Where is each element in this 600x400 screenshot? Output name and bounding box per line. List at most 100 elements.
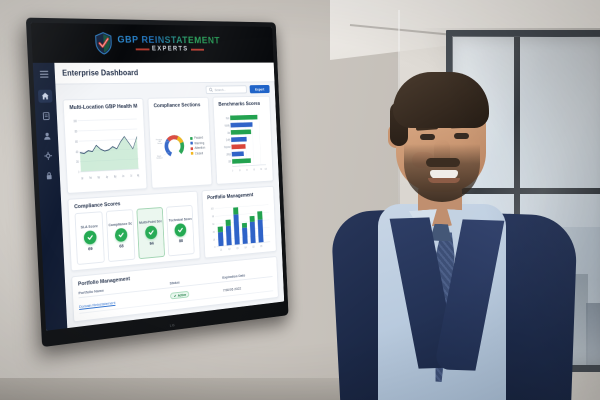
portfolio-name-link[interactable]: Domain Reinstatement xyxy=(78,300,116,309)
window-mullion-vertical xyxy=(514,36,520,366)
check-circle-icon xyxy=(144,225,158,240)
card-portfolio-chart: Portfolio Management xyxy=(201,185,277,259)
legend-swatch xyxy=(190,147,194,150)
legend-label: Warning xyxy=(194,140,205,146)
svg-text:20: 20 xyxy=(213,239,216,242)
app-logo-bar: GBP REINSTATEMENT EXPERTS xyxy=(30,22,274,63)
search-input[interactable]: Search... xyxy=(205,85,247,95)
brand-line-2: EXPERTS xyxy=(151,45,189,53)
monitor-bezel: GBP REINSTATEMENT EXPERTS xyxy=(25,17,289,348)
monitor-screen: GBP REINSTATEMENT EXPERTS xyxy=(30,22,285,331)
expiration-date: 7/30/05 2022 xyxy=(222,285,242,293)
brand-swoosh-right xyxy=(190,48,204,51)
legend-label: Attention xyxy=(194,146,206,151)
mustache xyxy=(426,158,460,167)
health-metrics-chart: 1000 800 600 400 200 0 xyxy=(70,112,141,187)
sidebar-item-home[interactable] xyxy=(37,89,53,103)
score-card[interactable]: Technical Score 88 xyxy=(166,204,195,257)
search-placeholder: Search... xyxy=(214,87,227,92)
svg-text:Feb: Feb xyxy=(89,175,92,180)
score-card-list: SLA Score 69 Compliance Score xyxy=(74,204,195,266)
svg-text:Aug: Aug xyxy=(137,173,140,178)
svg-text:40: 40 xyxy=(212,231,215,234)
score-card-value: 68 xyxy=(119,243,124,249)
hamburger-menu-icon[interactable] xyxy=(37,68,52,81)
svg-text:GBP: GBP xyxy=(158,141,161,143)
legend-item: Passed xyxy=(190,136,205,140)
sidebar xyxy=(32,62,68,331)
dashboard-grid: Multi-Location GBP Health Metrics xyxy=(56,95,284,329)
legend-label: Passed xyxy=(194,135,204,140)
svg-text:Apr: Apr xyxy=(106,174,108,179)
eye-right xyxy=(454,133,469,139)
score-card-label: Multi-Point Score xyxy=(138,219,163,225)
svg-text:Quality: Quality xyxy=(226,137,231,142)
benchmark-scores-chart: Rank Visibility Ads Quality Response Lis… xyxy=(219,109,268,179)
brand-line-1: GBP REINSTATEMENT xyxy=(117,33,221,46)
svg-text:Mar: Mar xyxy=(98,175,101,180)
person-businessman xyxy=(300,28,600,400)
score-card[interactable]: SLA Score 69 xyxy=(74,211,105,266)
svg-text:100: 100 xyxy=(210,207,214,210)
svg-text:Q4: Q4 xyxy=(244,247,247,249)
benchmark-scores-title: Benchmarks Scores xyxy=(218,101,261,108)
score-card-label: SLA Score xyxy=(80,224,98,230)
window-mullion-horizontal xyxy=(452,188,600,194)
brand-swoosh-left xyxy=(135,48,150,50)
score-card[interactable]: Compliance Score 68 xyxy=(106,209,136,263)
person-shading xyxy=(300,28,600,400)
page-title: Enterprise Dashboard xyxy=(61,68,139,78)
card-compliance-scores: Compliance Scores SLA Score 69 xyxy=(67,190,201,272)
brand-wordmark: GBP REINSTATEMENT EXPERTS xyxy=(117,33,221,53)
score-card-highlighted[interactable]: Multi-Point Score 94 xyxy=(136,206,166,260)
svg-text:0: 0 xyxy=(78,169,79,174)
svg-text:Q1: Q1 xyxy=(220,249,223,251)
health-metrics-title: Multi-Location GBP Health Metrics xyxy=(69,103,138,112)
sidebar-item-settings[interactable] xyxy=(41,149,56,163)
svg-text:Percentage: Percentage xyxy=(156,138,162,141)
legend-swatch xyxy=(190,152,194,156)
sidebar-item-clients[interactable] xyxy=(40,129,55,142)
mouth xyxy=(430,170,458,179)
svg-text:100: 100 xyxy=(265,167,268,170)
legend-swatch xyxy=(190,136,193,140)
svg-text:Ads: Ads xyxy=(227,130,230,135)
svg-text:GBP: GBP xyxy=(228,159,231,164)
compliance-sections-legend: Passed Warning xyxy=(190,136,205,156)
status-badge: Active xyxy=(170,290,190,300)
dashboard-app: GBP REINSTATEMENT EXPERTS xyxy=(30,22,285,331)
svg-text:Q2: Q2 xyxy=(228,249,231,251)
score-card-value: 94 xyxy=(149,240,154,246)
svg-text:0: 0 xyxy=(214,246,216,249)
wall-mounted-monitor: GBP REINSTATEMENT EXPERTS xyxy=(18,17,289,361)
sidebar-item-security[interactable] xyxy=(42,169,57,183)
check-circle-icon xyxy=(83,230,97,245)
svg-text:Visibility: Visibility xyxy=(224,123,230,128)
legend-item: Warning xyxy=(190,141,205,145)
svg-text:60: 60 xyxy=(253,168,255,171)
svg-text:Q5: Q5 xyxy=(252,246,255,248)
search-icon xyxy=(209,88,213,93)
svg-text:Q3: Q3 xyxy=(236,248,239,250)
shield-check-icon xyxy=(94,32,114,55)
lower-lip xyxy=(428,178,460,183)
floor xyxy=(0,378,420,400)
card-compliance-sections: Compliance Sections xyxy=(147,96,213,189)
svg-text:Jan: Jan xyxy=(81,176,84,181)
svg-text:200: 200 xyxy=(76,159,79,164)
compliance-sections-chart: Percentage GBP Sections Merged Das xyxy=(155,131,190,162)
svg-text:Merged: Merged xyxy=(157,156,161,158)
export-button[interactable]: Export xyxy=(249,84,270,94)
svg-text:80: 80 xyxy=(260,168,262,171)
score-card-label: Technical Score xyxy=(168,217,192,223)
svg-text:0: 0 xyxy=(232,169,233,172)
svg-text:600: 600 xyxy=(75,139,78,144)
legend-item: Closed xyxy=(190,151,206,156)
sidebar-item-reports[interactable] xyxy=(39,109,54,122)
eye-left xyxy=(420,134,435,140)
svg-text:Rank: Rank xyxy=(226,116,230,121)
score-card-value: 69 xyxy=(88,246,93,252)
svg-text:Jun: Jun xyxy=(122,173,125,178)
svg-text:400: 400 xyxy=(76,149,79,154)
